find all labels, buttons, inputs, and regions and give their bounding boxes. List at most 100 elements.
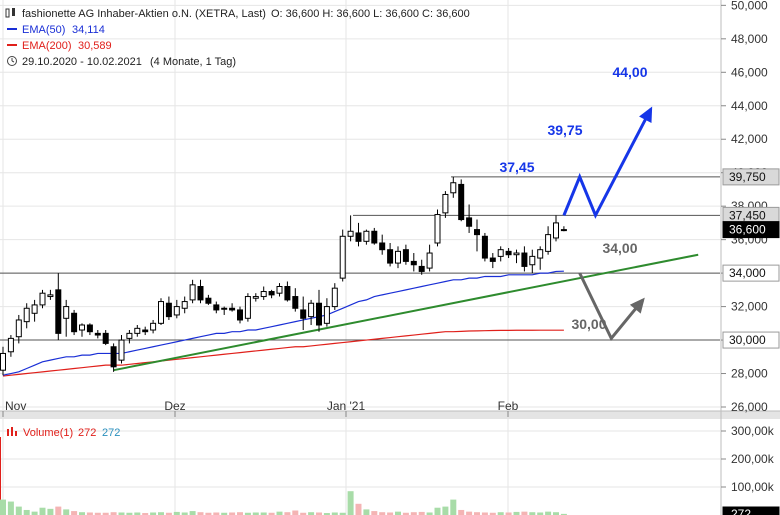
- volume-icon: [15, 431, 17, 436]
- target-down-arrow: [578, 272, 645, 342]
- volume-bar: [237, 512, 243, 515]
- volume-bar: [410, 512, 417, 515]
- clock-icon: [11, 60, 15, 63]
- ema50-value: 34,114: [72, 24, 105, 36]
- x-axis: Nov Dez Jan '21 Feb: [2, 399, 519, 417]
- candle-down: [387, 249, 394, 264]
- volume-bar: [450, 499, 457, 515]
- candle-up: [0, 352, 6, 371]
- y-tick-label: 48,000: [731, 32, 768, 46]
- candle-down: [466, 217, 473, 227]
- candle-down: [489, 257, 496, 262]
- volume-bar: [110, 512, 117, 515]
- candle-up: [23, 307, 30, 323]
- volume-icon: [7, 429, 9, 436]
- volume-bar: [197, 512, 204, 515]
- volume-bar: [363, 509, 370, 515]
- volume-last-tag: [722, 506, 780, 515]
- candle-down: [237, 309, 243, 321]
- candle-icon: [5, 8, 10, 18]
- volume-bar: [418, 511, 425, 515]
- candle-up: [31, 304, 38, 314]
- candle-down: [229, 307, 236, 311]
- y-axis: 26,00028,00030,00032,00034,00036,00038,0…: [721, 0, 780, 515]
- candle-up: [339, 235, 346, 279]
- candle-down: [481, 235, 488, 259]
- volume-bar: [150, 512, 157, 515]
- price-tag: [722, 168, 780, 186]
- volume-bar: [284, 512, 291, 515]
- volume-bar: [23, 509, 30, 515]
- y-tick-label: 28,000: [731, 367, 768, 381]
- volume-icon: [11, 427, 13, 436]
- candle-down: [355, 232, 362, 242]
- ema50-path: [2, 270, 564, 376]
- volume-bar: [489, 512, 496, 515]
- volume-bar: [0, 499, 6, 515]
- candle-up: [126, 332, 133, 339]
- volume-bar: [434, 507, 441, 515]
- candle-up: [560, 229, 567, 232]
- date-range: 29.10.2020 - 10.02.2021: [22, 56, 142, 68]
- volume-bar: [15, 506, 22, 515]
- candle-down: [142, 329, 149, 333]
- target-label: 37,45: [499, 159, 534, 175]
- volume-bar: [387, 512, 394, 515]
- volume-bar: [402, 512, 409, 515]
- x-tick-label: Jan '21: [327, 399, 366, 413]
- candle-up: [189, 284, 196, 301]
- panel-separator: [0, 411, 780, 419]
- volume-bar: [268, 512, 275, 515]
- candle-up: [323, 306, 330, 324]
- volume-bar: [165, 512, 172, 515]
- volume-bar: [339, 512, 346, 515]
- candle-down: [284, 286, 291, 301]
- candle-down: [268, 291, 275, 296]
- candle-down: [410, 260, 417, 266]
- candle-up: [308, 302, 315, 318]
- volume-last-tag-label: 272: [731, 507, 751, 515]
- legend: fashionette AG Inhaber-Aktien o.N. (XETR…: [5, 8, 470, 439]
- volume-bar: [134, 512, 141, 515]
- target-down-arrow-head: [629, 297, 645, 314]
- trendline-path: [113, 253, 699, 372]
- volume-bar: [505, 512, 512, 515]
- candle-down: [110, 346, 117, 368]
- candle-up: [221, 307, 228, 310]
- candle-up: [7, 337, 14, 353]
- ema200-label: EMA(200): [22, 40, 72, 52]
- candle-up: [118, 339, 125, 361]
- candle-up: [260, 291, 267, 298]
- candle-icon: [12, 8, 15, 16]
- target-up-arrow: [562, 108, 653, 219]
- volume-bar: [395, 511, 401, 515]
- candle-up: [134, 327, 141, 334]
- candle-up: [79, 324, 85, 331]
- volume-bar: [142, 513, 149, 515]
- candle-up: [442, 193, 449, 214]
- candle-up: [150, 322, 157, 331]
- volume-bar: [331, 512, 338, 515]
- volume-bar: [252, 512, 259, 515]
- price-tag-label: 39,750: [729, 170, 766, 184]
- candle-up: [537, 249, 544, 259]
- volume-bar: [560, 513, 567, 515]
- target-arrows: 44,00 39,75 37,45 34,00 30,00: [499, 64, 653, 342]
- candle-down: [205, 297, 212, 304]
- y-tick-label: 50,000: [731, 0, 768, 12]
- ema200-value: 30,589: [78, 40, 112, 52]
- ema50-label: EMA(50): [22, 24, 65, 36]
- trendline: [113, 253, 699, 372]
- candle-up: [434, 214, 441, 244]
- candle-down: [474, 229, 480, 236]
- volume-bar: [323, 513, 330, 515]
- candle-up: [244, 296, 251, 319]
- price-tag-label: 34,000: [729, 266, 766, 280]
- candle-up: [181, 301, 188, 309]
- price-tag-label: 37,450: [729, 208, 766, 222]
- x-tick-label: Dez: [164, 399, 185, 413]
- candle-down: [300, 309, 307, 319]
- volume-bar: [181, 512, 188, 515]
- volume-bar: [94, 512, 101, 515]
- volume-bar: [71, 511, 78, 515]
